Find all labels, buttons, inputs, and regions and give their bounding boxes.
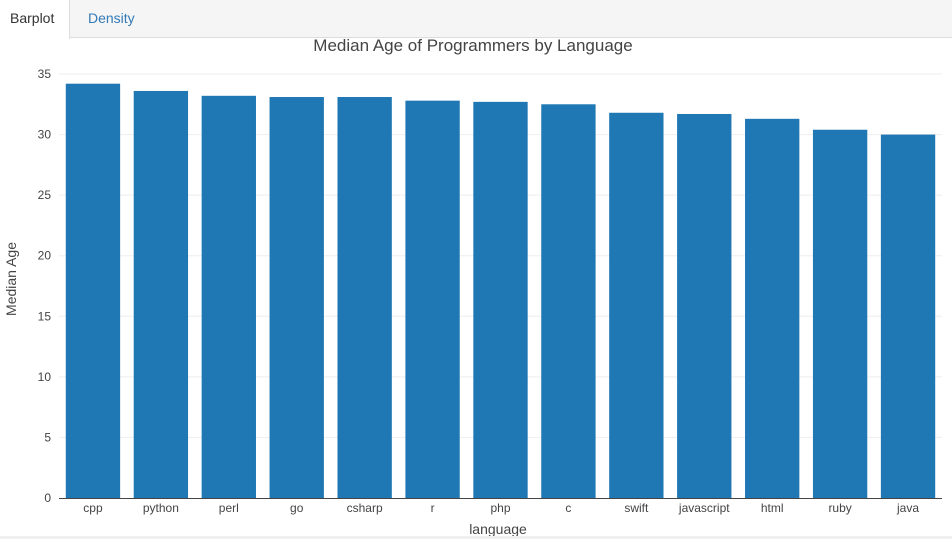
- x-tick-label: cpp: [83, 501, 103, 515]
- bar-javascript[interactable]: [677, 113, 732, 498]
- bottom-divider: [0, 536, 952, 539]
- x-tick-label: perl: [219, 501, 239, 515]
- y-tick-label: 35: [38, 67, 52, 81]
- bar-c[interactable]: [541, 104, 596, 499]
- x-tick-label: java: [896, 501, 919, 515]
- bar-r[interactable]: [405, 100, 460, 498]
- x-tick-label: csharp: [347, 501, 383, 515]
- chart-title: Median Age of Programmers by Language: [313, 38, 632, 55]
- bar-ruby[interactable]: [812, 129, 868, 498]
- x-tick-label: php: [490, 501, 510, 515]
- tab-barplot[interactable]: Barplot: [0, 0, 70, 39]
- bar-perl[interactable]: [201, 95, 256, 498]
- x-tick-label: swift: [624, 501, 649, 515]
- y-tick-label: 25: [38, 188, 52, 202]
- bar-html[interactable]: [745, 118, 800, 498]
- y-tick-label: 5: [44, 430, 51, 444]
- x-tick-label: c: [565, 501, 571, 515]
- bar-swift[interactable]: [609, 112, 664, 498]
- bar-php[interactable]: [473, 101, 528, 498]
- y-axis-title: Median Age: [3, 242, 19, 316]
- bar-csharp[interactable]: [337, 97, 392, 498]
- y-tick-label: 20: [38, 249, 52, 263]
- barplot-chart: Median Age of Programmers by Language 0 5…: [3, 38, 942, 537]
- bar-python[interactable]: [133, 90, 189, 499]
- bar-java[interactable]: [880, 134, 936, 499]
- x-tick-label: go: [290, 501, 304, 515]
- bar-go[interactable]: [269, 97, 324, 498]
- x-axis-title: language: [469, 521, 527, 537]
- y-tick-label: 10: [38, 370, 52, 384]
- x-tick-label: html: [761, 501, 784, 515]
- y-tick-label: 30: [38, 128, 52, 142]
- x-tick-label: r: [431, 501, 435, 515]
- x-tick-labels: cpp python perl go csharp r php c swift javascrip…: [83, 501, 919, 515]
- tab-bar: Barplot Density: [0, 0, 952, 39]
- x-tick-label: python: [143, 501, 179, 515]
- tab-density[interactable]: Density: [88, 10, 135, 26]
- bars: [65, 83, 936, 499]
- x-tick-label: ruby: [828, 501, 851, 515]
- y-tick-label: 0: [44, 491, 51, 505]
- y-tick-labels: 0 5 10 15 20 25 30 35: [38, 67, 52, 505]
- y-tick-label: 15: [38, 309, 52, 323]
- bar-cpp[interactable]: [65, 83, 121, 498]
- x-tick-label: javascript: [678, 501, 730, 515]
